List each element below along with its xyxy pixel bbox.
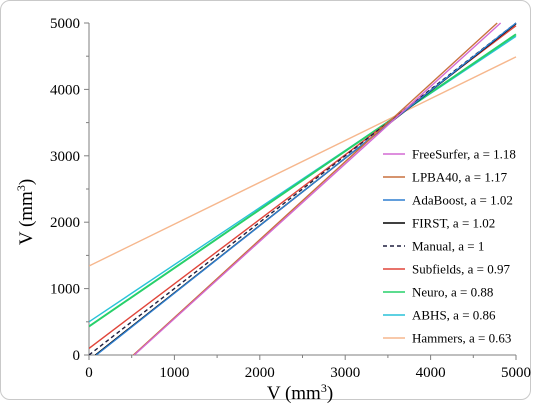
x-tick-label: 4000: [416, 365, 446, 381]
y-axis-title: V (mm3): [14, 179, 37, 245]
x-axis-title: V (mm3): [267, 381, 333, 404]
legend-label-abhs: ABHS, a = 0.86: [412, 308, 496, 323]
y-tick-label: 0: [73, 348, 81, 364]
x-tick-label: 3000: [330, 365, 360, 381]
y-tick-label: 5000: [50, 16, 80, 32]
series-line-neuro: [89, 33, 517, 328]
legend-label-first: FIRST, a = 1.02: [412, 216, 495, 231]
legend-label-manual: Manual, a = 1: [412, 239, 484, 254]
legend-label-neuro: Neuro, a = 0.88: [412, 285, 493, 300]
series-layer: [89, 22, 517, 355]
axes: 0 1000 2000 3000 4000 5000 0 1000 2000 3000 4000 50…: [50, 16, 531, 381]
series-line-freesurfer: [133, 22, 502, 355]
y-tick-label: 3000: [50, 149, 80, 165]
legend-label-lpba40: LPBA40, a = 1.17: [412, 170, 508, 185]
legend-label-subfields: Subfields, a = 0.97: [412, 262, 510, 277]
legend: FreeSurfer, a = 1.18 LPBA40, a = 1.17 AdaB…: [383, 147, 516, 346]
series-line-lpba40: [132, 22, 498, 355]
legend-label-freesurfer: FreeSurfer, a = 1.18: [412, 147, 516, 162]
y-tick-label: 4000: [50, 82, 80, 98]
x-tick-label: 2000: [245, 365, 275, 381]
x-tick-label: 0: [85, 365, 93, 381]
x-tick-label: 1000: [159, 365, 189, 381]
legend-label-adaboost: AdaBoost, a = 1.02: [412, 193, 513, 208]
x-tick-label: 5000: [501, 365, 531, 381]
series-line-manual: [89, 22, 517, 355]
legend-label-hammers: Hammers, a = 0.63: [412, 331, 511, 346]
series-line-hammers: [89, 56, 517, 267]
y-tick-label: 1000: [50, 282, 80, 298]
y-tick-label: 2000: [50, 215, 80, 231]
series-line-adaboost: [95, 22, 517, 355]
